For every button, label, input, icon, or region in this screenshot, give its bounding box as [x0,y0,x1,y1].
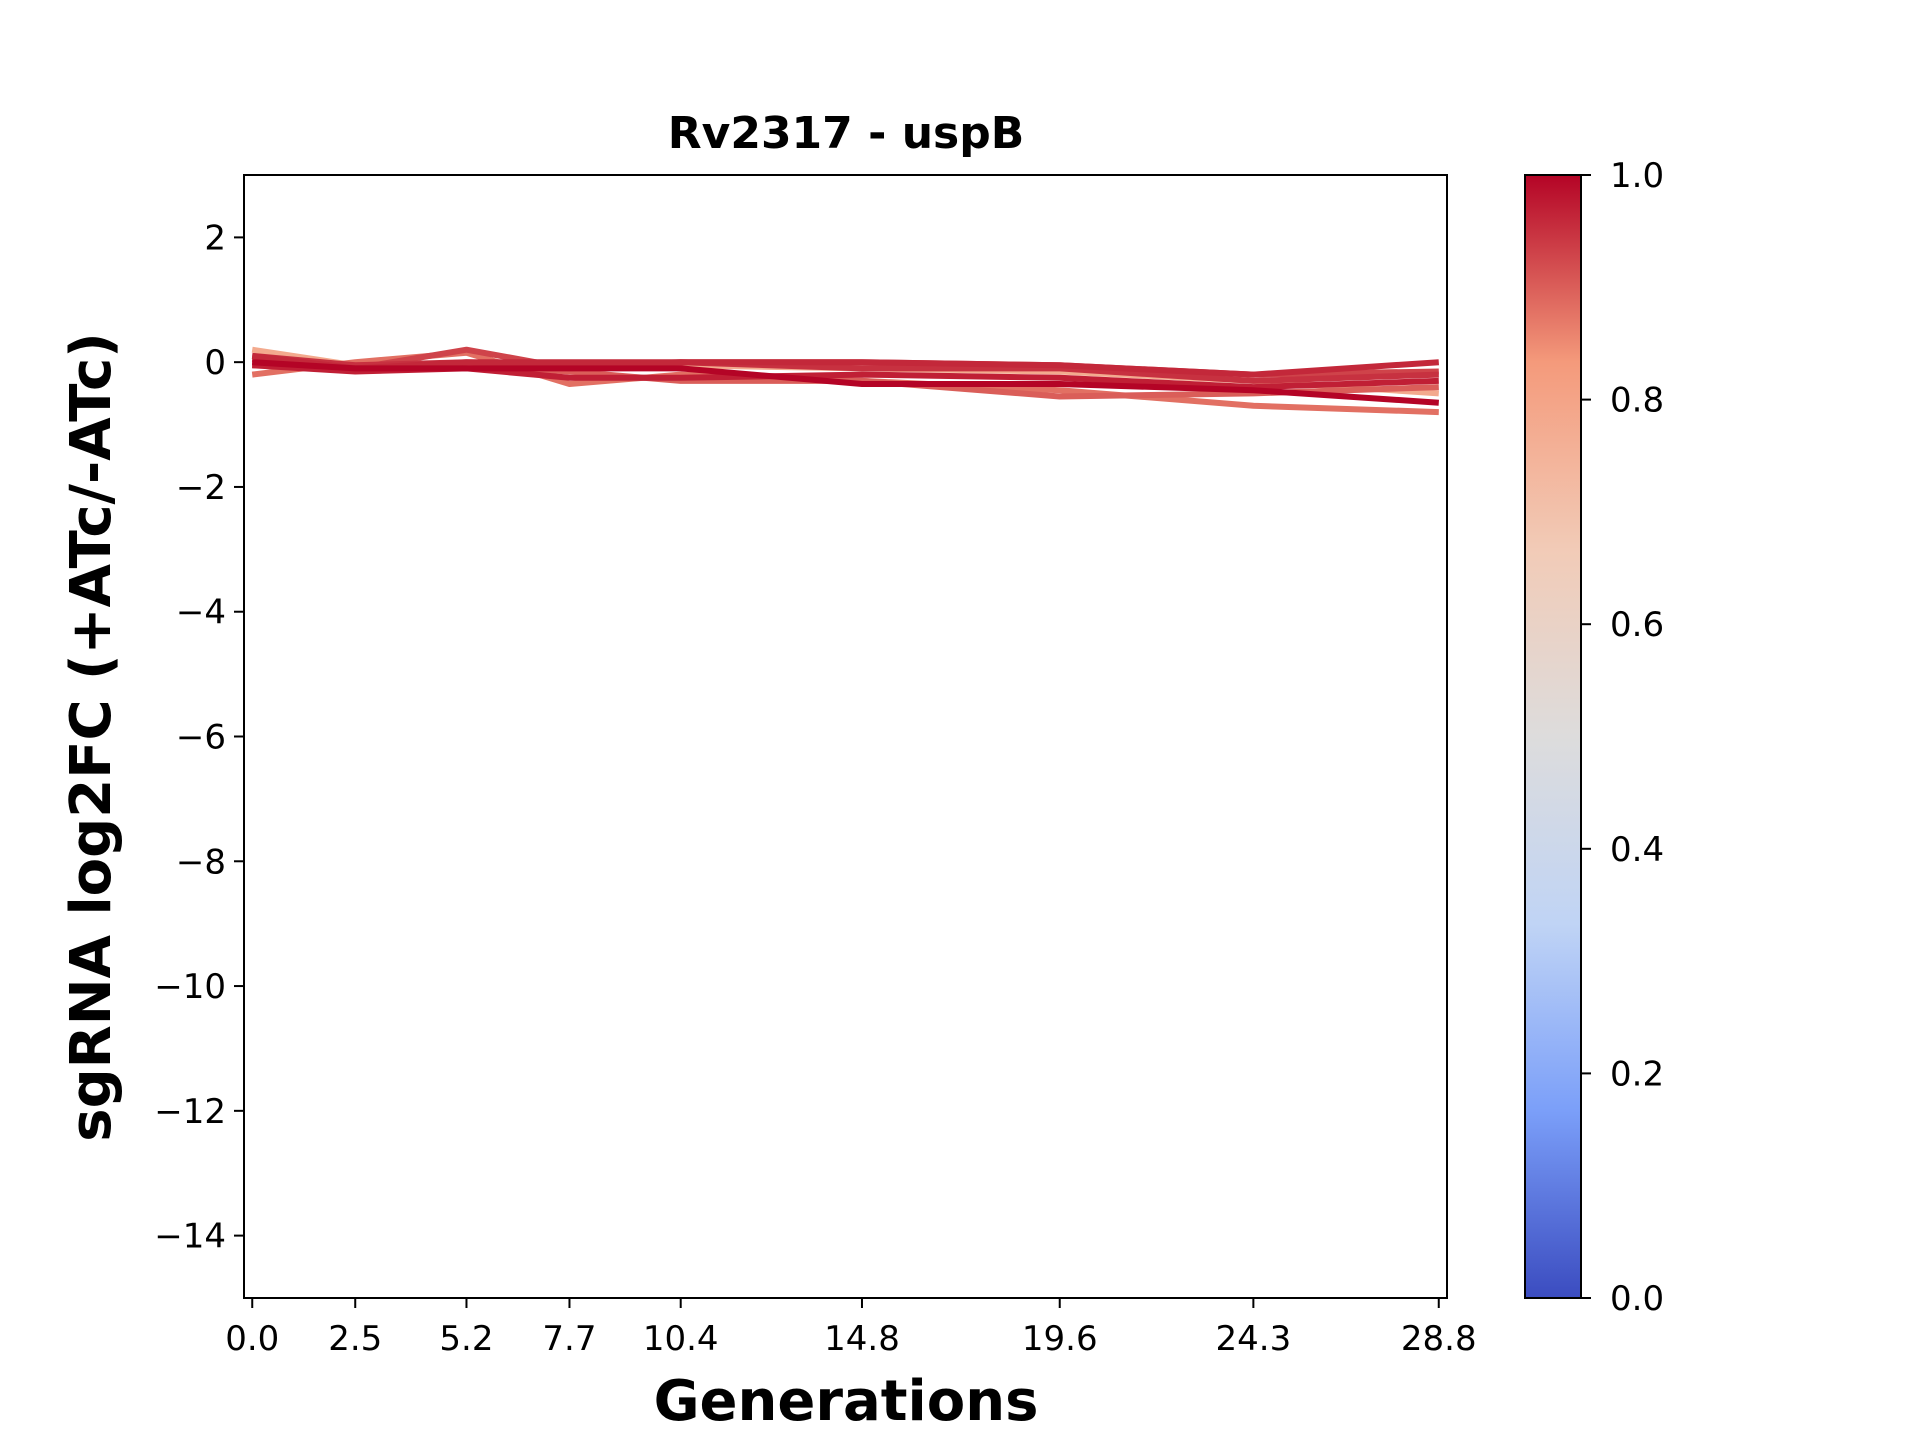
y-tick-label: −12 [154,1092,226,1132]
x-tick-label: 2.5 [328,1319,382,1359]
y-axis: 2 0 −2 −4 −6 −8 −10 −12 −14 [154,218,244,1257]
colorbar-tick-label: 0.2 [1610,1054,1664,1094]
x-tick-label: 10.4 [643,1319,719,1359]
colorbar: 0.0 0.2 0.4 0.6 0.8 1.0 [1524,156,1664,1319]
x-axis-label: Generations [654,1369,1039,1434]
y-axis-label: sgRNA log2FC (+ATc/-ATc) [59,332,124,1142]
colorbar-tick-label: 0.6 [1610,605,1664,645]
axes-frame [243,174,1448,1299]
y-tick-label: −14 [154,1217,226,1257]
x-tick-label: 5.2 [439,1319,493,1359]
x-tick-label: 14.8 [824,1319,900,1359]
colorbar-gradient [1524,174,1582,1299]
x-axis: 0.0 2.5 5.2 7.7 10.4 14.8 19.6 24.3 28.8 [225,1298,1477,1359]
x-tick-label: 0.0 [225,1319,279,1359]
chart-title: Rv2317 - uspB [668,108,1024,159]
y-tick-label: 2 [204,218,226,258]
colorbar-tick-label: 1.0 [1610,156,1664,196]
y-tick-label: −2 [176,468,226,508]
series-line-2 [251,349,1439,416]
y-tick-label: −4 [176,593,226,633]
plot-area [251,346,1440,416]
x-tick-label: 28.8 [1401,1319,1477,1359]
x-tick-label: 24.3 [1216,1319,1292,1359]
x-tick-label: 19.6 [1022,1319,1098,1359]
colorbar-tick-label: 0.4 [1610,830,1664,870]
y-tick-label: 0 [204,343,226,383]
colorbar-tick-label: 0.0 [1610,1279,1664,1319]
y-tick-label: −10 [154,967,226,1007]
y-tick-label: −6 [176,718,226,758]
y-tick-label: −8 [176,842,226,882]
colorbar-tick-label: 0.8 [1610,381,1664,421]
series-line-8 [252,359,1440,406]
x-tick-label: 7.7 [542,1319,596,1359]
